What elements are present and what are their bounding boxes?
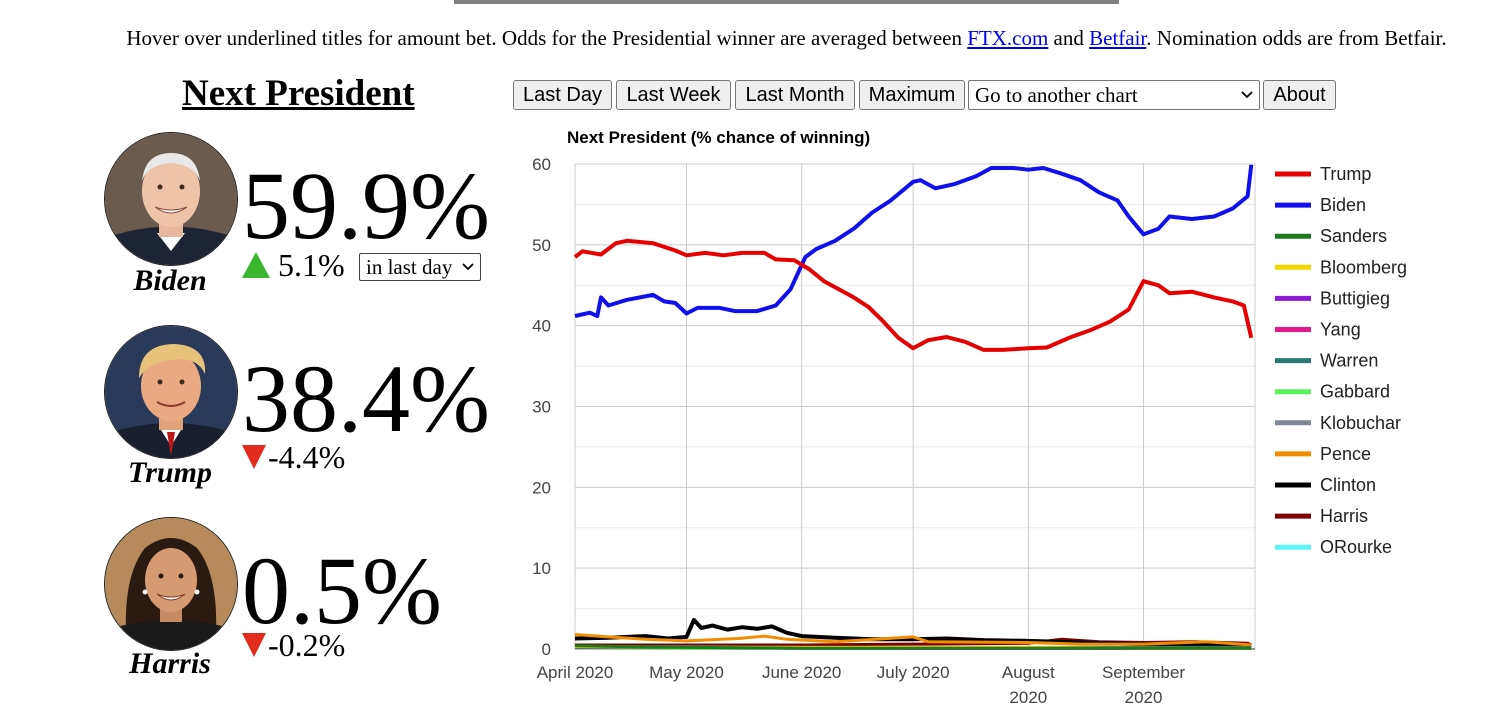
y-tick-label: 40 (532, 317, 551, 336)
y-tick-label: 20 (532, 478, 551, 497)
y-tick-label: 60 (532, 155, 551, 174)
candidate-percent: 0.5% (242, 537, 442, 644)
x-tick-label: April 2020 (537, 663, 614, 682)
chevron-down-icon (1241, 91, 1253, 99)
candidate-harris: Harris 0.5% -0.2% (104, 517, 504, 687)
candidate-change: -0.2% (242, 629, 345, 661)
chart-legend: Trump Biden Sanders Bloomberg Buttigieg Yang W… (1275, 164, 1407, 557)
chart-series (573, 164, 1254, 650)
legend-label: Trump (1320, 164, 1371, 184)
x-tick-label: 2020 (1009, 688, 1047, 707)
candidate-change: 5.1% (242, 249, 345, 281)
candidate-change: -4.4% (242, 441, 345, 473)
legend-label: Harris (1320, 506, 1368, 526)
chevron-down-icon (462, 263, 474, 271)
notice-text: Hover over underlined titles for amount … (0, 26, 1503, 51)
legend-label: Klobuchar (1320, 413, 1401, 433)
change-value: 5.1% (278, 247, 345, 283)
legend-label: Gabbard (1320, 382, 1390, 402)
legend-label: Buttigieg (1320, 288, 1390, 308)
change-value: -4.4% (268, 439, 346, 475)
x-axis: April 2020 May 2020 June 2020 July 2020 Augu… (537, 663, 1186, 707)
legend-label: ORourke (1320, 537, 1392, 557)
x-tick-label: September (1102, 663, 1185, 682)
candidate-percent: 59.9% (242, 152, 490, 259)
legend-label: Clinton (1320, 475, 1376, 495)
harris-portrait-icon (105, 518, 237, 650)
notice-pre: Hover over underlined titles for amount … (126, 26, 968, 50)
chart-select[interactable]: Go to another chart (968, 80, 1260, 110)
chart-grid (574, 163, 1256, 650)
x-tick-label: 2020 (1125, 688, 1163, 707)
candidate-biden: Biden 59.9% 5.1% in last day (104, 132, 504, 302)
candidate-percent: 38.4% (242, 345, 490, 452)
legend-label: Pence (1320, 444, 1371, 464)
series-line-pence (574, 633, 1252, 647)
odds-chart: Next President (% chance of winning) 0 10… (532, 128, 1407, 707)
series-line-trump (573, 238, 1254, 352)
legend-label: Bloomberg (1320, 257, 1407, 277)
candidate-trump: Trump 38.4% -4.4% (104, 325, 504, 495)
period-select-value: in last day (366, 254, 453, 279)
y-axis: 0 10 20 30 40 50 60 (532, 155, 551, 659)
avatar (104, 325, 238, 459)
last-day-button[interactable]: Last Day (513, 80, 612, 110)
chart-title: Next President (% chance of winning) (567, 128, 870, 147)
last-month-button[interactable]: Last Month (735, 80, 855, 110)
trump-portrait-icon (105, 326, 237, 458)
last-week-button[interactable]: Last Week (616, 80, 731, 110)
legend-label: Biden (1320, 195, 1366, 215)
about-button[interactable]: About (1263, 80, 1336, 110)
candidate-name[interactable]: Trump (128, 456, 212, 489)
period-select[interactable]: in last day (359, 253, 481, 281)
x-tick-label: May 2020 (649, 663, 724, 682)
maximum-button[interactable]: Maximum (859, 80, 965, 110)
top-scroll-bar (454, 0, 1119, 4)
y-tick-label: 50 (532, 236, 551, 255)
notice-post: . Nomination odds are from Betfair. (1146, 26, 1447, 50)
y-tick-label: 30 (532, 398, 551, 417)
arrow-down-icon (242, 445, 266, 469)
avatar (104, 132, 238, 266)
x-tick-label: July 2020 (877, 663, 950, 682)
x-tick-label: August (1002, 663, 1055, 682)
avatar (104, 517, 238, 651)
notice-mid: and (1048, 26, 1090, 50)
series-line-biden (574, 164, 1254, 318)
ftx-link[interactable]: FTX.com (967, 26, 1049, 50)
arrow-up-icon (242, 252, 270, 278)
series-line-sanders (574, 644, 1252, 650)
y-tick-label: 10 (532, 559, 551, 578)
section-title[interactable]: Next President (182, 73, 415, 114)
betfair-link[interactable]: Betfair (1089, 26, 1147, 50)
series-line-clinton (574, 617, 1252, 648)
x-tick-label: June 2020 (762, 663, 841, 682)
biden-portrait-icon (105, 133, 237, 265)
legend-label: Yang (1320, 320, 1361, 340)
chart-select-value: Go to another chart (975, 82, 1138, 107)
arrow-down-icon (242, 633, 266, 657)
candidate-name[interactable]: Biden (133, 264, 207, 297)
legend-label: Warren (1320, 351, 1378, 371)
y-tick-label: 0 (542, 640, 551, 659)
candidate-name[interactable]: Harris (129, 647, 211, 680)
change-value: -0.2% (268, 627, 346, 663)
legend-label: Sanders (1320, 226, 1387, 246)
